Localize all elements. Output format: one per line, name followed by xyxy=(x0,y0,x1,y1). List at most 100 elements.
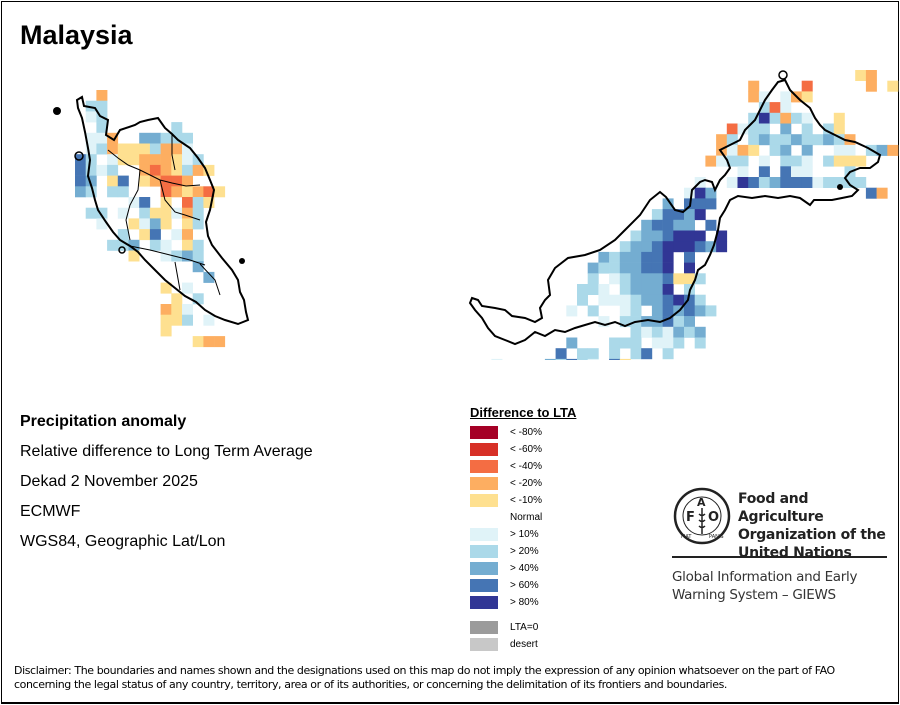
anomaly-cell xyxy=(823,134,835,146)
anomaly-cell xyxy=(758,177,770,188)
anomaly-cell xyxy=(801,112,813,124)
legend-item: < -40% xyxy=(470,458,576,475)
anomaly-cell xyxy=(192,186,204,198)
legend-item: > 80% xyxy=(470,594,576,611)
anomaly-cell xyxy=(128,154,140,166)
anomaly-cell xyxy=(192,293,204,305)
anomaly-cell xyxy=(117,186,129,198)
svg-text:PANIS: PANIS xyxy=(709,534,724,540)
anomaly-cell xyxy=(619,284,631,295)
anomaly-cell xyxy=(780,102,792,114)
borneo-outline xyxy=(468,78,882,346)
anomaly-cell xyxy=(694,337,706,349)
anomaly-cell xyxy=(716,134,728,146)
anomaly-cell xyxy=(182,282,193,294)
anomaly-cell xyxy=(555,348,567,360)
island xyxy=(118,246,126,254)
island xyxy=(837,184,843,190)
svg-text:F: F xyxy=(686,510,695,525)
anomaly-cell xyxy=(117,229,129,241)
anomaly-cell xyxy=(75,164,86,176)
anomaly-cell xyxy=(801,177,813,188)
legend-label: desert xyxy=(510,639,538,650)
info-heading: Precipitation anomaly xyxy=(20,413,187,430)
anomaly-cell xyxy=(203,314,215,326)
anomaly-cell xyxy=(619,358,631,360)
anomaly-cell xyxy=(117,154,129,166)
anomaly-cell xyxy=(192,218,204,230)
legend-label: > 20% xyxy=(510,546,539,557)
anomaly-cell xyxy=(609,294,621,306)
anomaly-cell xyxy=(160,197,172,208)
legend-label: < -10% xyxy=(510,495,542,506)
anomaly-cell xyxy=(705,241,717,253)
anomaly-cell xyxy=(662,294,674,306)
anomaly-cell xyxy=(823,123,835,135)
legend-title: Difference to LTA xyxy=(470,405,577,420)
precipitation-map xyxy=(53,70,899,360)
anomaly-cell xyxy=(203,197,215,208)
anomaly-cell xyxy=(823,155,835,167)
anomaly-cell xyxy=(801,80,813,92)
anomaly-cell xyxy=(587,305,599,317)
legend-swatch xyxy=(470,528,498,541)
legend-label: < -80% xyxy=(510,427,542,438)
anomaly-cell xyxy=(673,273,685,285)
anomaly-cell xyxy=(833,134,845,146)
anomaly-cell xyxy=(619,251,631,263)
anomaly-cell xyxy=(171,314,183,326)
anomaly-cell xyxy=(182,164,193,176)
anomaly-cell xyxy=(171,304,183,315)
anomaly-cell xyxy=(641,230,653,242)
anomaly-cell xyxy=(748,80,760,92)
anomaly-cell xyxy=(214,336,226,348)
anomaly-cell xyxy=(844,177,856,188)
anomaly-cell xyxy=(149,229,161,241)
anomaly-cell xyxy=(192,207,204,219)
anomaly-cell xyxy=(160,218,172,230)
anomaly-cell xyxy=(801,91,813,103)
anomaly-cell xyxy=(673,230,685,242)
anomaly-cell xyxy=(694,326,706,338)
anomaly-cell xyxy=(694,294,706,306)
peninsula-anomaly-grid xyxy=(75,90,226,348)
anomaly-cell xyxy=(726,123,738,135)
anomaly-cell xyxy=(694,198,706,210)
fao-org-name-line: United Nations xyxy=(738,545,852,561)
anomaly-cell xyxy=(630,284,642,295)
anomaly-cell xyxy=(107,186,119,198)
legend-swatch xyxy=(470,477,498,490)
anomaly-cell xyxy=(865,70,877,81)
anomaly-cell xyxy=(651,219,663,231)
anomaly-cell xyxy=(694,209,706,221)
anomaly-cell xyxy=(758,91,770,103)
anomaly-cell xyxy=(117,207,129,219)
anomaly-cell xyxy=(705,198,717,210)
fao-org-name-line: Organization of the xyxy=(738,527,886,543)
anomaly-cell xyxy=(85,111,97,123)
info-line-projection: WGS84, Geographic Lat/Lon xyxy=(20,533,226,550)
legend-swatch xyxy=(470,426,498,439)
anomaly-cell xyxy=(662,230,674,242)
anomaly-cell xyxy=(192,336,204,348)
legend: Difference to LTA < -80% < -60% < -40% < -2… xyxy=(470,405,576,653)
anomaly-cell xyxy=(887,144,899,156)
anomaly-cell xyxy=(619,294,631,306)
anomaly-cell xyxy=(823,177,835,188)
anomaly-cell xyxy=(651,294,663,306)
anomaly-cell xyxy=(160,325,172,337)
anomaly-cell xyxy=(203,186,215,198)
anomaly-cell xyxy=(171,143,183,155)
anomaly-cell xyxy=(139,132,151,144)
anomaly-cell xyxy=(598,316,610,328)
anomaly-cell xyxy=(171,122,183,134)
svg-text:O: O xyxy=(708,510,719,525)
state-borders xyxy=(107,134,221,296)
anomaly-cell xyxy=(609,273,621,285)
anomaly-cell xyxy=(673,219,685,231)
anomaly-cell xyxy=(128,197,140,208)
anomaly-cell xyxy=(192,250,204,262)
anomaly-cell xyxy=(758,112,770,124)
anomaly-cell xyxy=(887,80,899,92)
anomaly-cell xyxy=(758,102,770,114)
